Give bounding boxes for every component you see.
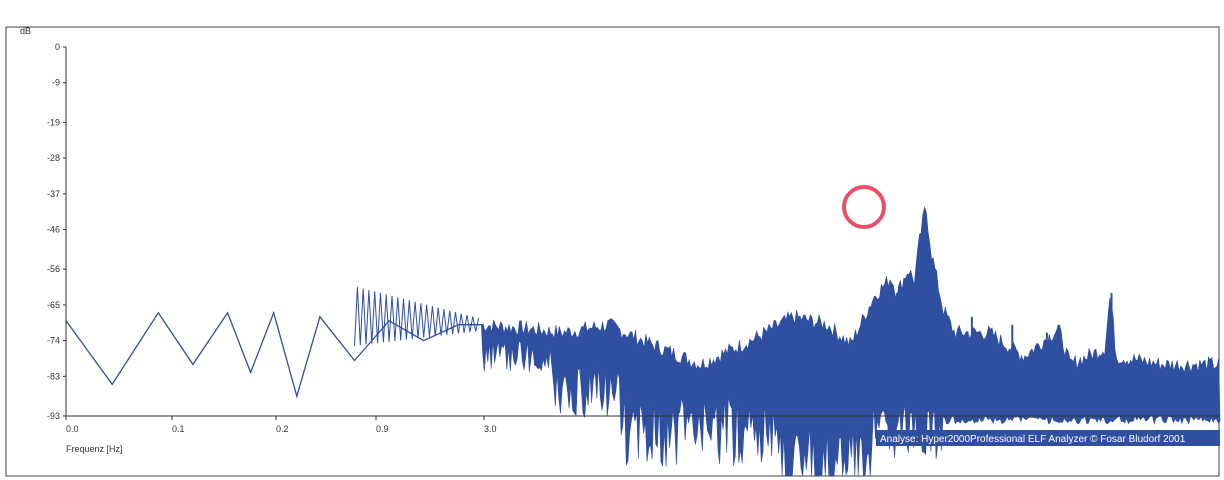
y-axis-ticks: 0 -9 -19 -28 -37 -46 -56 -65 -74 -83 -93 [47,42,66,421]
y-tick-label: -65 [47,300,60,310]
y-axis-unit-label: dB [20,26,31,36]
y-tick-label: -56 [47,264,60,274]
x-tick-label: 0.0 [66,424,79,434]
y-tick-label: -19 [47,117,60,127]
spectrum-line-oscillation [354,286,480,346]
x-tick-label: 3.0 [484,424,497,434]
y-tick-label: -74 [47,336,60,346]
y-tick-label: 0 [55,42,60,52]
x-tick-label: 0.1 [172,424,185,434]
series-group [65,206,1221,477]
x-axis-label: Frequenz [Hz] [66,444,123,454]
outer-frame [5,26,1220,477]
x-tick-label: 0.2 [276,424,289,434]
y-tick-label: -37 [47,189,60,199]
analyzer-info-text: Analyse: Hyper2000Professional ELF Analy… [880,434,1186,445]
peak-highlight-circle [842,185,886,229]
y-tick-label: -46 [47,225,60,235]
y-tick-label: -93 [47,411,60,421]
y-tick-label: -28 [47,153,60,163]
spectrum-filled-area [481,206,1221,477]
analyzer-info-bar-background [876,430,1220,446]
analyzer-info-bar: Analyse: Hyper2000Professional ELF Analy… [876,430,1220,446]
x-axis-ticks: 0.0 0.1 0.2 0.9 3.0 [65,416,497,434]
y-tick-label: -9 [52,78,60,88]
x-tick-label: 0.9 [376,424,389,434]
y-tick-label: -83 [47,371,60,381]
